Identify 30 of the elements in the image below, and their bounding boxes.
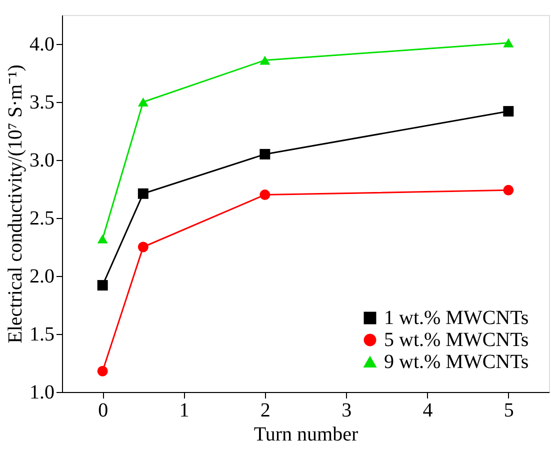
point — [97, 234, 108, 244]
point — [97, 366, 108, 376]
point — [260, 190, 270, 200]
legend-label: 5 wt.% MWCNTs — [384, 329, 529, 351]
x-tick-label: 4 — [422, 400, 433, 422]
point — [138, 242, 148, 252]
y-tick-label: 3.5 — [30, 92, 54, 114]
point — [503, 106, 514, 117]
y-tick-label: 3.0 — [30, 150, 54, 172]
y-tick-label: 1.5 — [30, 324, 54, 346]
point — [260, 56, 270, 65]
point — [260, 148, 270, 160]
point — [503, 184, 514, 196]
x-tick-label: 5 — [504, 400, 514, 422]
point — [138, 188, 148, 199]
x-tick-label: 0 — [98, 400, 108, 422]
legend-label: 1 wt.% MWCNTs — [384, 307, 529, 329]
y-tick-label: 1.0 — [30, 382, 54, 404]
x-tick-label: 2 — [260, 400, 270, 422]
point — [503, 38, 514, 48]
y-tick-label: 4.0 — [30, 34, 54, 56]
x-tick-label: 1 — [179, 400, 190, 422]
x-tick-label: 3 — [342, 400, 352, 422]
y-tick-label: 2.0 — [30, 266, 54, 288]
point — [138, 97, 148, 107]
point — [97, 280, 108, 291]
x-axis-title: Turn number — [254, 424, 358, 446]
y-tick-label: 2.5 — [30, 208, 54, 230]
y-axis-title: Electrical conductivity/(10⁷ S·m⁻¹) — [4, 64, 26, 344]
legend-label: 9 wt.% MWCNTs — [384, 351, 529, 373]
